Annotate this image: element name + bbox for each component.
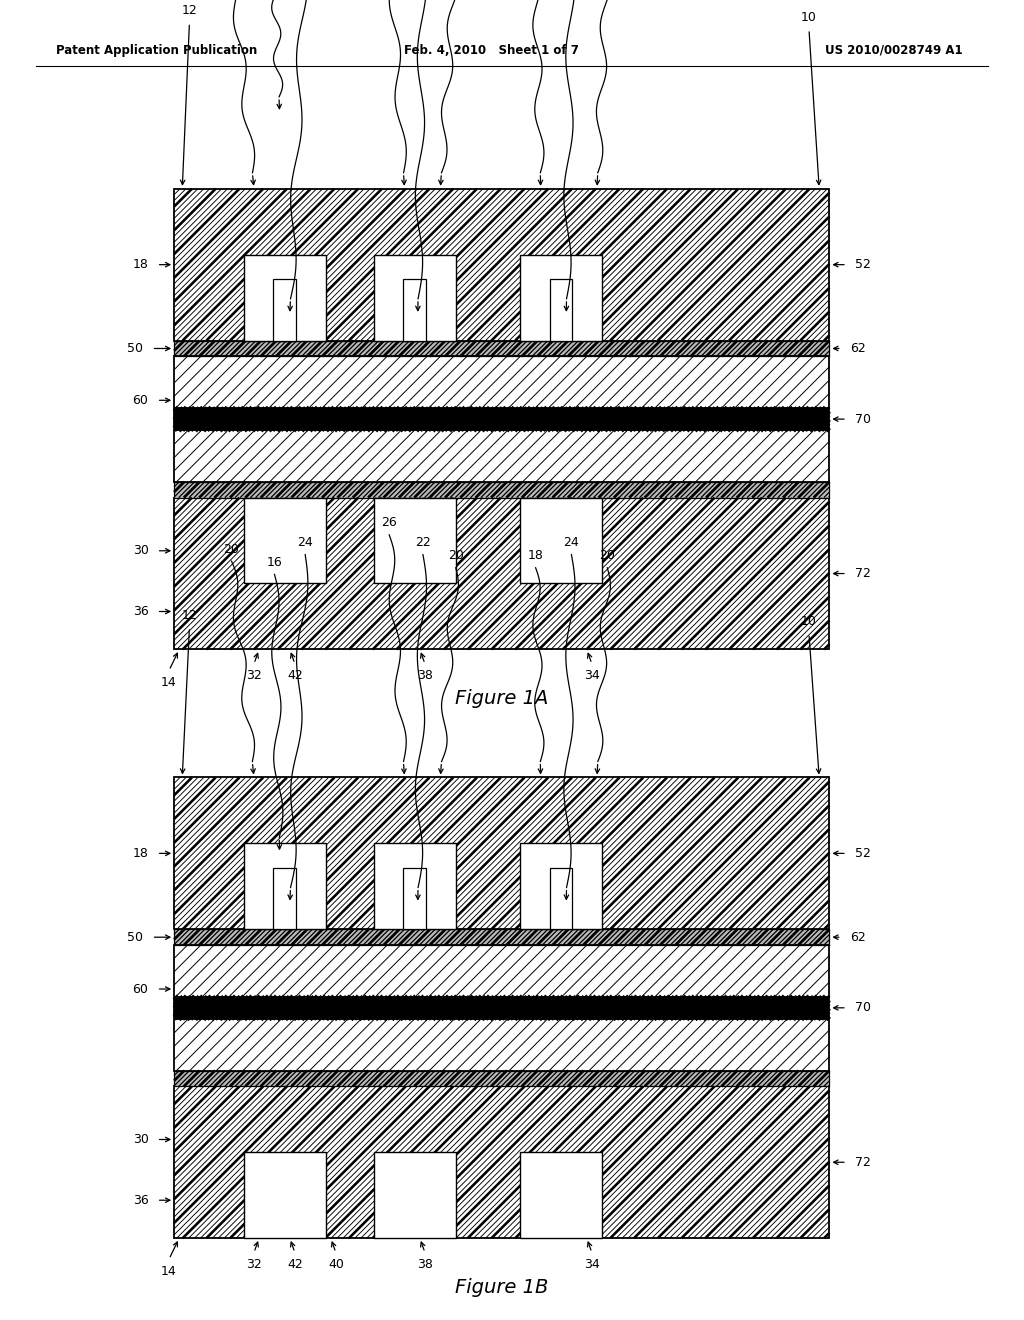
Text: 52: 52 bbox=[855, 259, 871, 271]
Bar bbox=[174, 1071, 829, 1086]
Bar bbox=[174, 482, 829, 498]
Bar bbox=[174, 777, 829, 929]
Text: 24: 24 bbox=[563, 536, 580, 549]
Text: 14: 14 bbox=[161, 676, 177, 689]
Bar bbox=[520, 255, 602, 341]
Text: 22: 22 bbox=[415, 536, 431, 549]
Bar bbox=[550, 867, 572, 929]
Text: 24: 24 bbox=[297, 536, 313, 549]
Text: 20: 20 bbox=[223, 543, 240, 556]
Text: Figure 1A: Figure 1A bbox=[455, 689, 549, 708]
Bar bbox=[174, 430, 829, 482]
Bar bbox=[374, 843, 456, 929]
Text: 14: 14 bbox=[161, 1265, 177, 1278]
Text: 32: 32 bbox=[246, 669, 262, 682]
Text: Patent Application Publication: Patent Application Publication bbox=[56, 44, 258, 57]
Bar bbox=[244, 1152, 326, 1238]
Text: 42: 42 bbox=[287, 1258, 303, 1271]
Bar bbox=[244, 843, 326, 929]
Text: 18: 18 bbox=[132, 847, 148, 859]
Text: 26: 26 bbox=[381, 516, 397, 529]
Text: 20: 20 bbox=[447, 549, 464, 562]
Text: 72: 72 bbox=[855, 568, 871, 579]
Text: 18: 18 bbox=[527, 549, 544, 562]
Text: 50: 50 bbox=[127, 342, 143, 355]
Text: Feb. 4, 2010   Sheet 1 of 7: Feb. 4, 2010 Sheet 1 of 7 bbox=[404, 44, 579, 57]
Bar bbox=[174, 341, 829, 356]
Bar bbox=[174, 356, 829, 482]
Bar bbox=[520, 843, 602, 929]
Text: 16: 16 bbox=[266, 556, 283, 569]
Text: 34: 34 bbox=[584, 669, 600, 682]
Bar bbox=[174, 189, 829, 341]
Bar bbox=[174, 356, 829, 407]
Bar bbox=[273, 279, 296, 341]
Text: 52: 52 bbox=[855, 847, 871, 859]
Text: 70: 70 bbox=[855, 413, 871, 425]
Bar bbox=[273, 279, 296, 341]
Text: US 2010/0028749 A1: US 2010/0028749 A1 bbox=[825, 44, 963, 57]
Bar bbox=[174, 1086, 829, 1238]
Bar bbox=[244, 255, 326, 341]
Bar bbox=[550, 279, 572, 341]
Text: 72: 72 bbox=[855, 1156, 871, 1168]
Text: 10: 10 bbox=[801, 11, 817, 24]
Text: 30: 30 bbox=[132, 544, 148, 557]
Bar bbox=[174, 929, 829, 945]
Bar bbox=[174, 945, 829, 995]
Bar bbox=[550, 279, 572, 341]
Text: 60: 60 bbox=[132, 393, 148, 407]
Bar bbox=[520, 1152, 602, 1238]
Bar bbox=[403, 279, 426, 341]
Text: 32: 32 bbox=[246, 1258, 262, 1271]
Text: 50: 50 bbox=[127, 931, 143, 944]
Text: 62: 62 bbox=[850, 342, 865, 355]
Text: 38: 38 bbox=[417, 1258, 433, 1271]
Bar bbox=[403, 279, 426, 341]
Text: 18: 18 bbox=[132, 259, 148, 271]
Text: 30: 30 bbox=[132, 1133, 148, 1146]
Bar bbox=[273, 867, 296, 929]
Text: 70: 70 bbox=[855, 1002, 871, 1014]
Bar bbox=[520, 498, 602, 583]
Text: 36: 36 bbox=[133, 605, 148, 618]
Bar bbox=[174, 995, 829, 1019]
Text: 10: 10 bbox=[801, 615, 817, 628]
Text: 38: 38 bbox=[417, 669, 433, 682]
Text: 60: 60 bbox=[132, 982, 148, 995]
Bar bbox=[403, 867, 426, 929]
Text: 34: 34 bbox=[584, 1258, 600, 1271]
Bar bbox=[374, 1152, 456, 1238]
Bar bbox=[550, 867, 572, 929]
Bar bbox=[174, 407, 829, 430]
Bar bbox=[374, 498, 456, 583]
Bar bbox=[174, 945, 829, 1071]
Text: 42: 42 bbox=[287, 669, 303, 682]
Bar bbox=[244, 498, 326, 583]
Bar bbox=[174, 498, 829, 649]
Text: 20: 20 bbox=[599, 549, 615, 562]
Text: Figure 1B: Figure 1B bbox=[455, 1278, 549, 1296]
Bar bbox=[403, 867, 426, 929]
Text: 12: 12 bbox=[181, 4, 198, 17]
Bar bbox=[374, 255, 456, 341]
Bar bbox=[273, 867, 296, 929]
Text: 12: 12 bbox=[181, 609, 198, 622]
Text: 40: 40 bbox=[328, 1258, 344, 1271]
Text: 62: 62 bbox=[850, 931, 865, 944]
Text: 36: 36 bbox=[133, 1193, 148, 1206]
Bar bbox=[174, 1019, 829, 1071]
